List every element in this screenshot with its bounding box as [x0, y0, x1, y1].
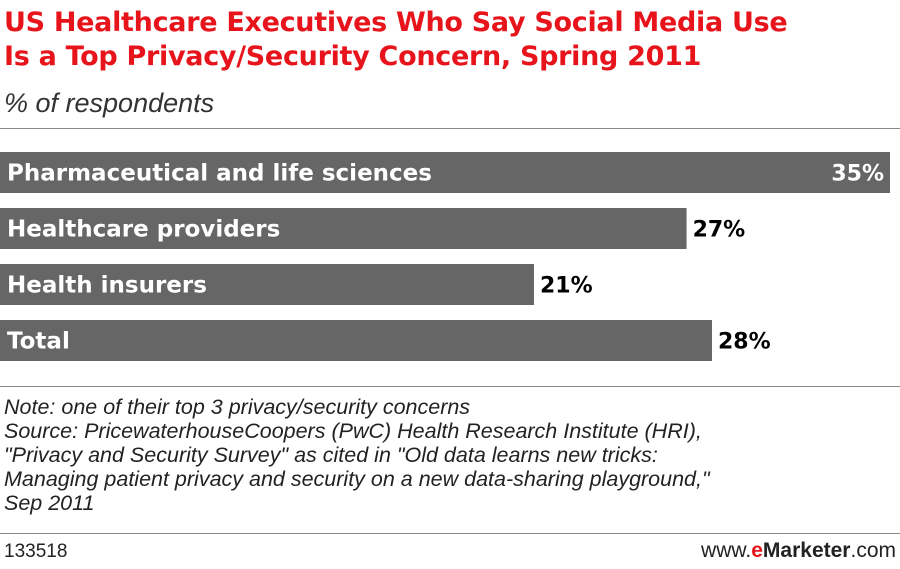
bar — [0, 320, 712, 361]
brand-prefix: www. — [701, 539, 752, 562]
chart-title-line-2: Is a Top Privacy/Security Concern, Sprin… — [4, 41, 702, 72]
brand-suffix: .com — [850, 539, 896, 562]
note-line: Note: one of their top 3 privacy/securit… — [4, 395, 471, 419]
category-label: Healthcare providers — [7, 217, 280, 243]
value-label: 27% — [693, 218, 746, 243]
value-label: 21% — [540, 274, 593, 299]
notes-block: Note: one of their top 3 privacy/securit… — [4, 395, 894, 515]
chart-subtitle: % of respondents — [4, 88, 215, 118]
bar-chart: Pharmaceutical and life sciences 35% Healt… — [0, 152, 890, 361]
chart-title-line-1: US Healthcare Executives Who Say Social … — [4, 7, 788, 38]
bar — [0, 208, 687, 249]
source-line: Managing patient privacy and security on… — [4, 467, 710, 491]
category-label: Pharmaceutical and life sciences — [7, 161, 432, 187]
chart-title: US Healthcare Executives Who Say Social … — [4, 6, 894, 74]
bottom-divider — [0, 533, 900, 534]
source-line: Sep 2011 — [4, 491, 95, 515]
brand-name: Marketer — [762, 539, 851, 562]
category-label: Total — [7, 329, 70, 355]
bar — [0, 152, 890, 193]
value-label: 35% — [831, 162, 884, 187]
brand-accent: e — [751, 539, 763, 562]
top-divider — [0, 128, 900, 129]
value-label: 28% — [718, 330, 771, 355]
source-line: Source: PricewaterhouseCoopers (PwC) Hea… — [4, 419, 702, 443]
category-label: Health insurers — [7, 273, 207, 299]
middle-divider — [0, 386, 900, 387]
brand-link[interactable]: www.eMarketer.com — [701, 539, 896, 563]
source-line: "Privacy and Security Survey" as cited i… — [4, 443, 658, 467]
chart-id: 133518 — [4, 541, 68, 562]
bar — [0, 264, 534, 305]
